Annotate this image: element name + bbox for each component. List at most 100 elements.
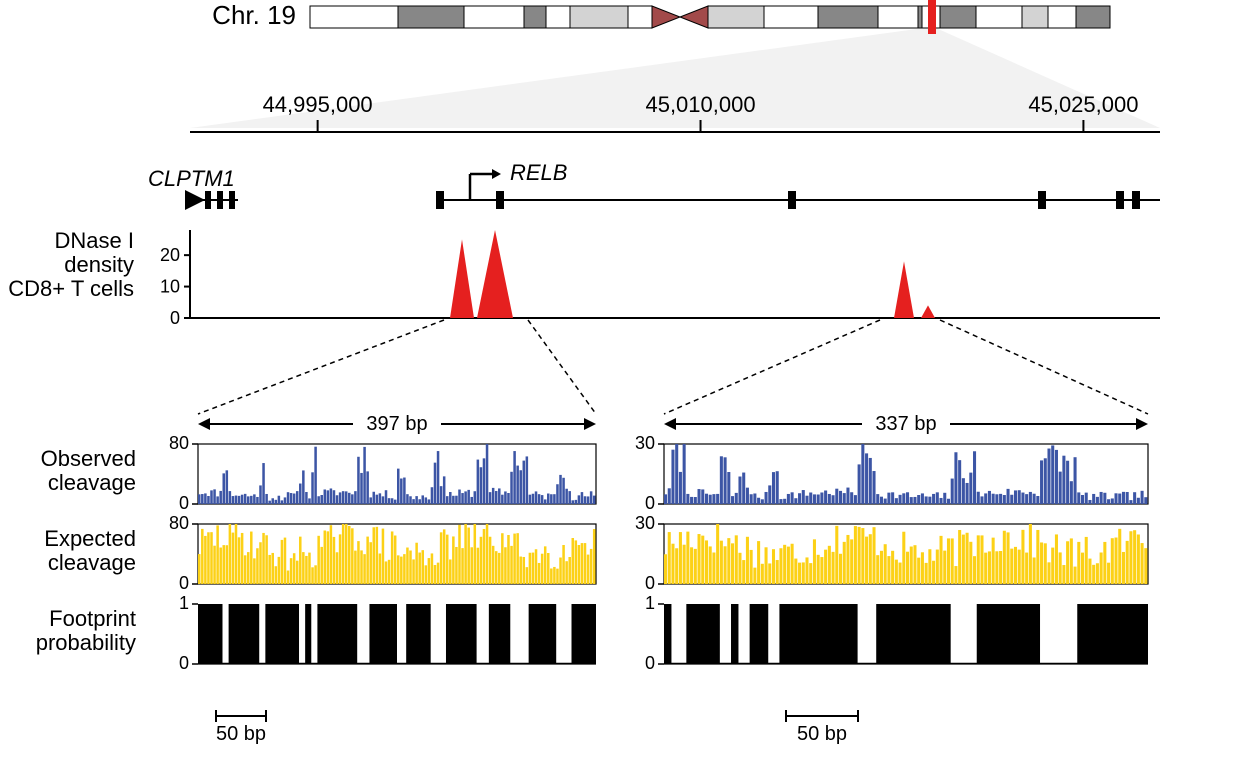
- cleavage-bar: [244, 494, 247, 504]
- panel-ytick-label: 0: [179, 493, 189, 513]
- ideogram-band: [818, 6, 878, 28]
- cleavage-bar: [369, 497, 372, 504]
- cleavage-bar: [1141, 491, 1144, 504]
- cleavage-bar: [1129, 531, 1132, 584]
- cleavage-bar: [750, 550, 753, 584]
- cleavage-bar: [247, 496, 250, 504]
- ideogram-band: [1022, 6, 1048, 28]
- cleavage-bar: [772, 472, 775, 504]
- cleavage-bar: [498, 488, 501, 504]
- cleavage-bar: [943, 551, 946, 584]
- cleavage-bar: [1100, 552, 1103, 584]
- cleavage-bar: [738, 553, 741, 584]
- panel-ytick-label: 0: [179, 653, 189, 673]
- cleavage-bar: [284, 497, 287, 504]
- cleavage-bar: [1141, 543, 1144, 584]
- cleavage-bar: [865, 537, 868, 584]
- cleavage-bar: [464, 524, 467, 584]
- cleavage-bar: [538, 563, 541, 584]
- cleavage-bar: [379, 554, 382, 584]
- cleavage-bar: [999, 551, 1002, 584]
- cleavage-bar: [1055, 534, 1058, 584]
- dnase-ytick-label: 10: [160, 277, 180, 297]
- cleavage-bar: [671, 544, 674, 584]
- cleavage-bar: [324, 489, 327, 504]
- cleavage-bar: [973, 556, 976, 584]
- cleavage-bar: [507, 535, 510, 584]
- cleavage-bar: [510, 546, 513, 584]
- cleavage-bar: [287, 571, 290, 584]
- cleavage-bar: [363, 554, 366, 584]
- cleavage-bar: [275, 500, 278, 504]
- cleavage-bar: [977, 492, 980, 504]
- cleavage-bar: [382, 529, 385, 584]
- cleavage-bar: [969, 542, 972, 584]
- cleavage-bar: [701, 536, 704, 584]
- cleavage-bar: [204, 493, 207, 504]
- cleavage-bar: [538, 494, 541, 504]
- cleavage-bar: [593, 529, 596, 584]
- cleavage-bar: [772, 549, 775, 584]
- cleavage-bar: [861, 444, 864, 504]
- cleavage-bar: [510, 472, 513, 504]
- cleavage-bar: [529, 553, 532, 584]
- cleavage-bar: [1122, 492, 1125, 504]
- ideogram-band: [398, 6, 464, 28]
- cleavage-bar: [787, 547, 790, 584]
- cleavage-bar: [535, 491, 538, 504]
- cleavage-bar: [296, 561, 299, 584]
- cleavage-bar: [271, 498, 274, 504]
- cleavage-bar: [219, 491, 222, 504]
- cleavage-bar: [363, 447, 366, 504]
- detail-row-label: probability: [36, 630, 136, 655]
- cleavage-bar: [1100, 492, 1103, 504]
- cleavage-bar: [379, 493, 382, 504]
- cleavage-bar: [954, 452, 957, 504]
- cleavage-bar: [523, 557, 526, 584]
- cleavage-bar: [314, 447, 317, 504]
- cleavage-bar: [354, 491, 357, 504]
- cleavage-bar: [550, 568, 553, 584]
- cleavage-bar: [360, 550, 363, 584]
- cleavage-bar: [198, 494, 201, 504]
- cleavage-bar: [679, 532, 682, 584]
- cleavage-bar: [412, 559, 415, 584]
- cleavage-bar: [1066, 461, 1069, 504]
- cleavage-bar: [281, 540, 284, 584]
- cleavage-bar: [835, 489, 838, 504]
- cleavage-bar: [278, 496, 281, 504]
- ideogram-band: [546, 6, 570, 28]
- bp-span-label: 337 bp: [875, 413, 936, 435]
- cleavage-bar: [443, 476, 446, 504]
- cleavage-bar: [235, 496, 238, 504]
- ideogram-band: [524, 6, 546, 28]
- cleavage-bar: [1074, 567, 1077, 584]
- cleavage-bar: [455, 496, 458, 504]
- cleavage-bar: [947, 499, 950, 504]
- cleavage-bar: [201, 529, 204, 584]
- cleavage-bar: [869, 534, 872, 584]
- cleavage-bar: [668, 488, 671, 504]
- cleavage-bar: [865, 453, 868, 504]
- cleavage-bar: [268, 555, 271, 584]
- cleavage-bar: [198, 554, 201, 584]
- ideogram-band: [940, 6, 976, 28]
- cleavage-bar: [354, 551, 357, 584]
- cleavage-bar: [250, 496, 253, 504]
- cleavage-bar: [397, 469, 400, 504]
- cleavage-bar: [839, 491, 842, 504]
- cleavage-bar: [995, 494, 998, 504]
- cleavage-bar: [1103, 493, 1106, 504]
- cleavage-bar: [388, 498, 391, 504]
- detail-row-label: Observed: [41, 446, 136, 471]
- cleavage-bar: [813, 494, 816, 504]
- exon: [217, 191, 223, 209]
- cleavage-bar: [489, 492, 492, 504]
- cleavage-bar: [936, 550, 939, 584]
- cleavage-bar: [259, 485, 262, 504]
- cleavage-bar: [876, 555, 879, 584]
- cleavage-bar: [320, 547, 323, 584]
- cleavage-bar: [575, 500, 578, 504]
- cleavage-bar: [437, 563, 440, 584]
- exon: [1132, 191, 1140, 209]
